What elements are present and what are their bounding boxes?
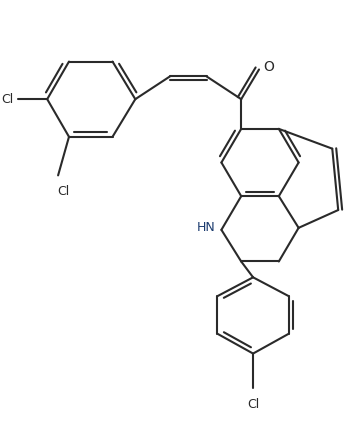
Text: O: O [263, 60, 274, 74]
Text: Cl: Cl [57, 185, 69, 198]
Text: Cl: Cl [1, 93, 14, 106]
Text: Cl: Cl [247, 398, 259, 411]
Text: HN: HN [197, 222, 216, 234]
